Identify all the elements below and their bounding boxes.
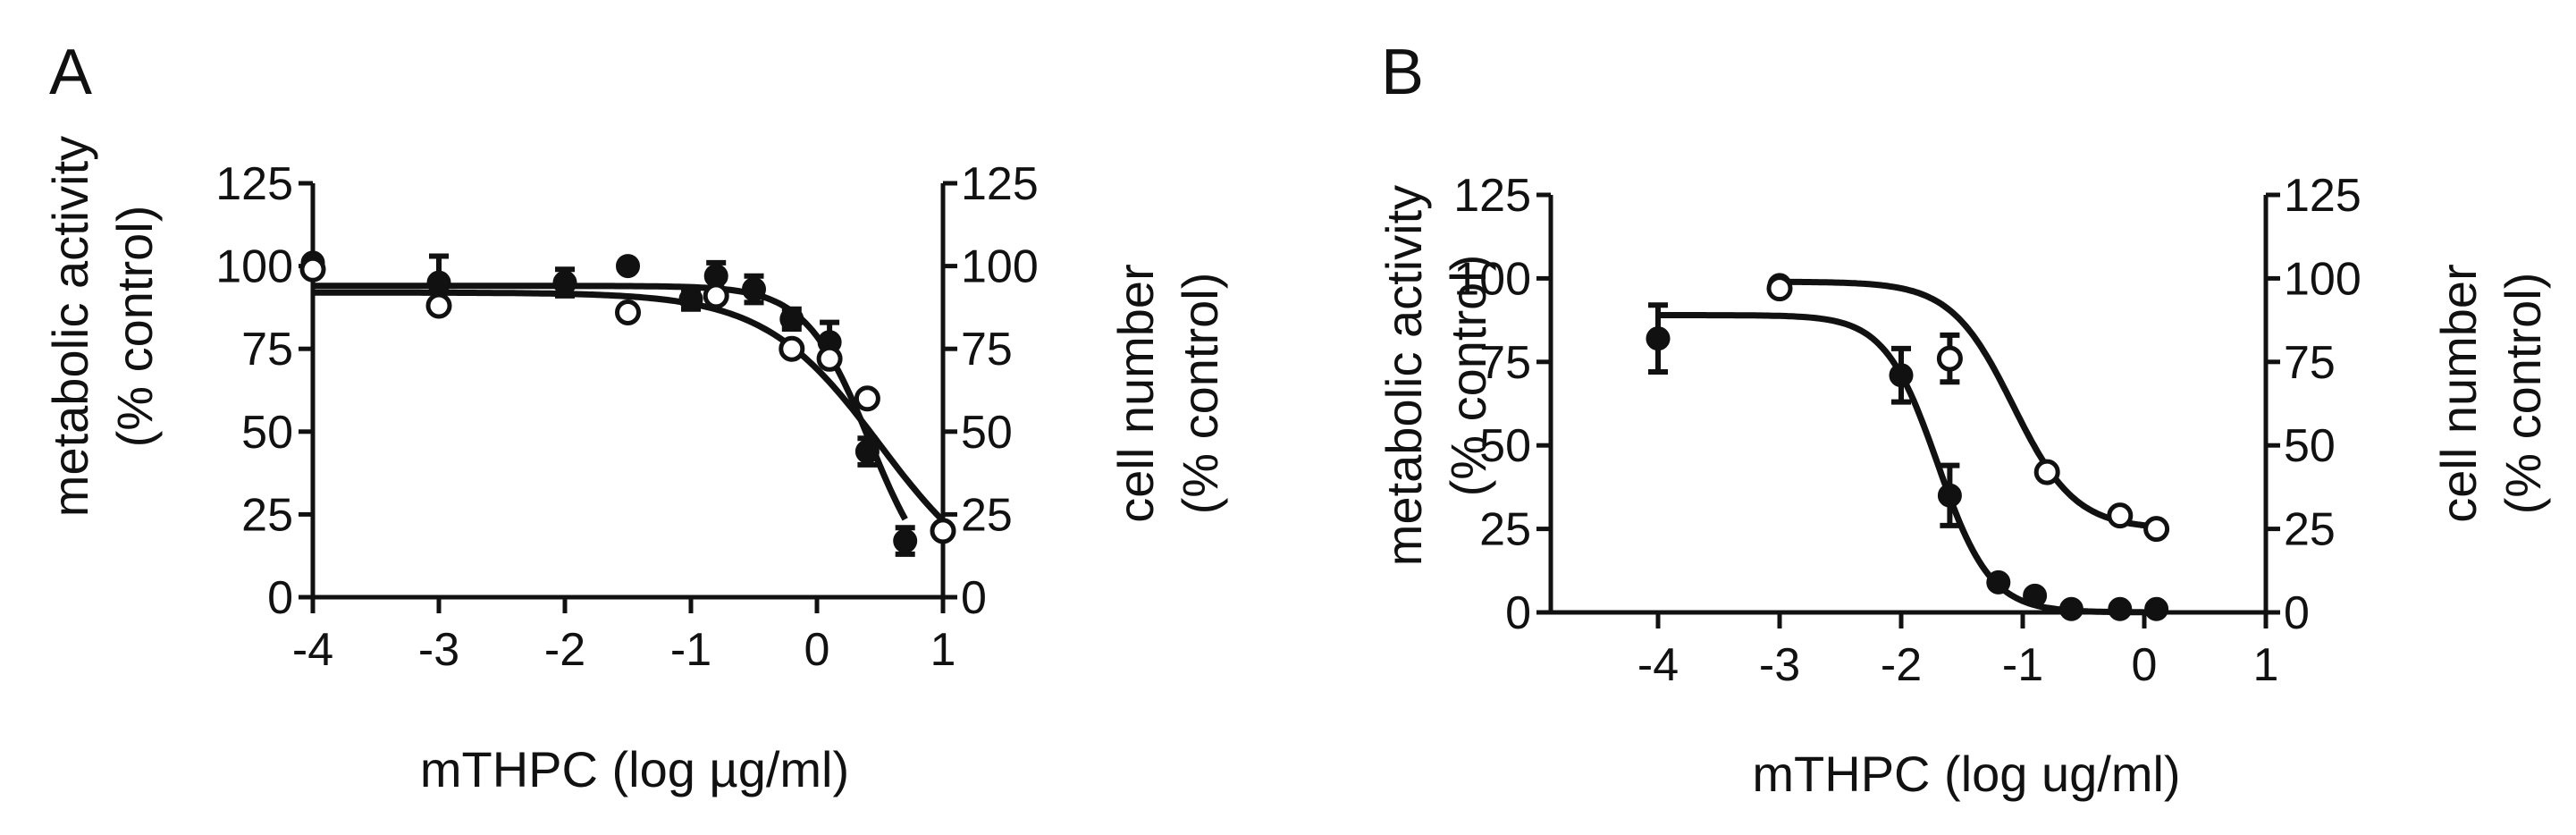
y-tick-label-left: 0: [1505, 587, 1531, 639]
data-point-open: [615, 299, 641, 325]
data-point-filled: [616, 254, 640, 279]
data-point-filled: [779, 307, 804, 332]
y-axis-right-label-line1: cell number: [1107, 264, 1164, 522]
y-tick-label-left: 50: [241, 407, 293, 459]
data-point-open: [854, 385, 880, 412]
y-tick-label-left: 125: [215, 158, 293, 210]
x-tick-label: -2: [544, 624, 585, 676]
data-point-filled: [2144, 596, 2169, 621]
y-tick-label-right: 25: [961, 489, 1013, 541]
data-point-open: [425, 292, 452, 319]
fit-curves: [1658, 278, 2157, 616]
y-tick-label-right: 125: [2284, 170, 2361, 222]
x-tick-label: -4: [292, 624, 333, 676]
y-tick-label-left: 25: [1479, 504, 1531, 556]
chart-panel-b: B metabolic activity (% control) cell nu…: [1376, 37, 2551, 802]
x-tick-label: 0: [804, 624, 830, 676]
data-point-open: [2107, 502, 2134, 529]
error-bars: [1648, 302, 1960, 528]
fit-curve-open: [1780, 278, 2157, 530]
y-tick-label-left: 75: [241, 324, 293, 375]
y-tick-label-left: 100: [215, 241, 293, 293]
y-tick-label-right: 0: [961, 572, 987, 624]
data-point-filled: [2058, 596, 2084, 621]
x-tick-label: 1: [2253, 639, 2279, 691]
y-tick-label-right: 75: [961, 324, 1013, 375]
x-tick-label: -1: [670, 624, 711, 676]
x-tick-label: -2: [1881, 639, 1922, 691]
data-point-open: [2033, 459, 2060, 485]
fit-curves: [313, 283, 946, 523]
x-tick-label: 0: [2132, 639, 2158, 691]
y-tick-label-right: 50: [961, 407, 1013, 459]
y-axis-right-label-line2: (% control): [1172, 273, 1228, 515]
data-points: [299, 250, 956, 553]
y-axis-left-label-line1: metabolic activity: [42, 136, 98, 517]
data-point-filled: [2108, 596, 2133, 621]
data-point-open: [930, 518, 956, 544]
data-point-open: [816, 345, 843, 372]
fit-curve-filled: [313, 283, 908, 521]
data-point-open: [703, 283, 729, 309]
y-tick-label-left: 125: [1453, 170, 1531, 222]
y-tick-label-right: 75: [2284, 337, 2336, 389]
data-point-filled: [854, 439, 880, 464]
y-axis-left-label-line1: metabolic activity: [1376, 185, 1432, 566]
x-tick-label: -3: [1759, 639, 1800, 691]
data-point-filled: [426, 270, 451, 295]
data-points: [1646, 273, 2170, 621]
data-point-filled: [2023, 583, 2048, 608]
y-tick-label-right: 25: [2284, 504, 2336, 556]
x-axis-label: mTHPC (log ug/ml): [1752, 746, 2180, 802]
fit-curve-open: [313, 289, 946, 523]
y-axis-right-label-line1: cell number: [2430, 264, 2487, 522]
panel-label-a: A: [49, 37, 92, 108]
x-axis-label: mTHPC (log µg/ml): [420, 741, 849, 797]
y-axis-left-label-line2: (% control): [106, 206, 163, 448]
y-tick-label-left: 0: [267, 572, 293, 624]
data-point-filled: [1646, 326, 1671, 351]
x-tick-label: -1: [2002, 639, 2043, 691]
y-axis-right-label-line2: (% control): [2495, 273, 2551, 515]
data-point-filled: [1889, 363, 1914, 388]
y-tick-label-right: 50: [2284, 420, 2336, 472]
data-point-open: [1766, 275, 1793, 302]
data-point-open: [2143, 516, 2170, 543]
chart-panel-a: A metabolic activity (% control) cell nu…: [42, 37, 1228, 797]
y-tick-label-right: 100: [2284, 253, 2361, 305]
data-point-filled: [552, 270, 577, 295]
data-point-filled: [678, 287, 703, 312]
data-point-filled: [742, 277, 766, 302]
y-tick-label-right: 125: [961, 158, 1039, 210]
y-tick-label-left: 100: [1453, 253, 1531, 305]
data-point-open: [299, 256, 326, 283]
data-point-open: [1936, 345, 1963, 372]
data-point-filled: [893, 528, 918, 553]
x-tick-label: -4: [1637, 639, 1679, 691]
y-tick-label-left: 75: [1479, 337, 1531, 389]
y-tick-label-left: 50: [1479, 420, 1531, 472]
fit-curve-filled: [1658, 312, 2157, 616]
y-tick-label-left: 25: [241, 489, 293, 541]
y-axis-left-label-line2: (% control): [1440, 255, 1496, 497]
x-tick-label: -3: [418, 624, 459, 676]
y-tick-label-right: 0: [2284, 587, 2310, 639]
data-point-filled: [1937, 483, 1962, 508]
y-tick-label-right: 100: [961, 241, 1039, 293]
data-point-open: [779, 335, 805, 362]
x-tick-label: 1: [930, 624, 956, 676]
panel-label-b: B: [1381, 37, 1424, 108]
data-point-filled: [1986, 569, 2011, 595]
